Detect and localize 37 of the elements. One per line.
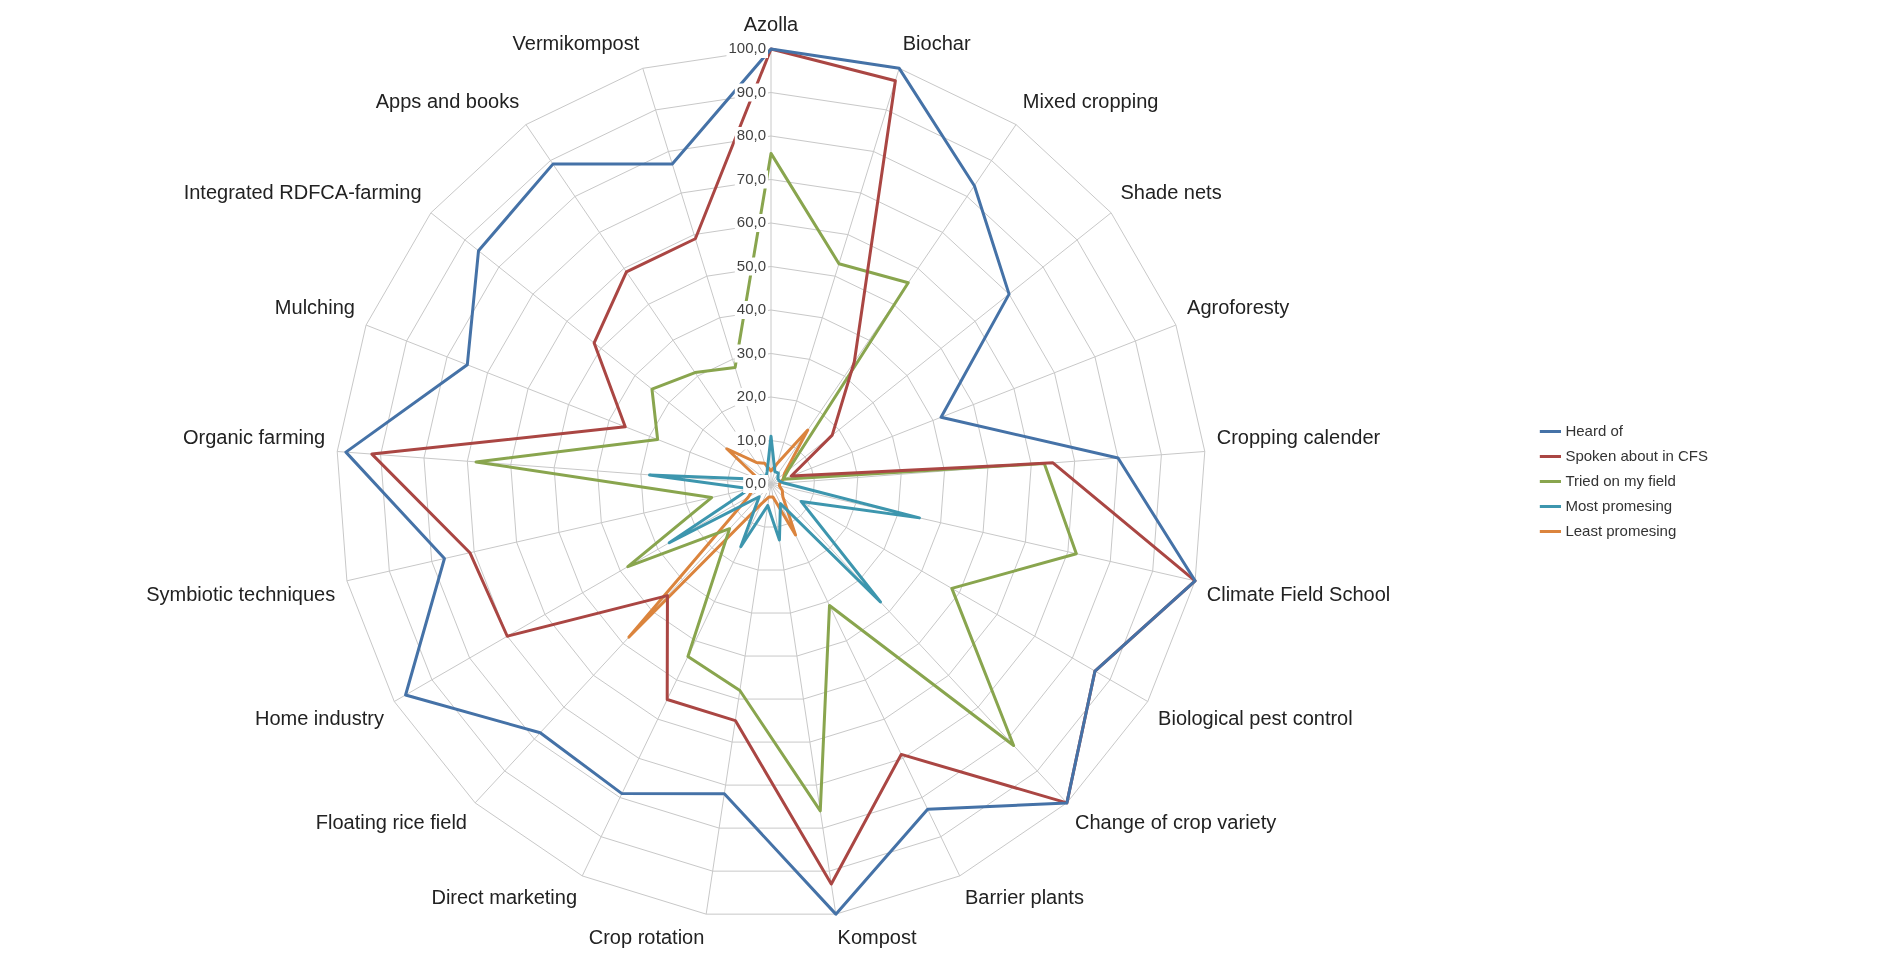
spoke-label: Biochar <box>902 32 971 55</box>
spoke-label: Symbiotic techniques <box>146 582 336 605</box>
spoke-label: Kompost <box>837 925 917 948</box>
spoke-label: Climate Field School <box>1206 582 1391 605</box>
y-tick-label: 50,0 <box>736 256 766 274</box>
spoke-label: Home industry <box>254 707 384 730</box>
spoke-label: Agroforesty <box>1187 296 1290 319</box>
legend-label: Least promesing <box>1565 521 1677 539</box>
legend-label: Heard of <box>1565 421 1624 439</box>
spoke-label: Vermikompost <box>512 32 640 55</box>
y-tick-label: 40,0 <box>736 300 766 318</box>
spoke-label: Direct marketing <box>431 886 578 909</box>
spoke-label: Change of crop variety <box>1075 811 1277 834</box>
spoke-label: Azolla <box>743 12 800 35</box>
spoke-label: Cropping calender <box>1216 426 1381 449</box>
y-tick-label: 90,0 <box>736 82 766 100</box>
y-tick-label: 70,0 <box>736 169 766 187</box>
spoke-label: Barrier plants <box>964 886 1084 909</box>
y-tick-label: 100,0 <box>728 39 766 57</box>
y-tick-label: 20,0 <box>736 387 766 405</box>
legend-label: Most promesing <box>1565 496 1673 514</box>
legend-label: Spoken about in CFS <box>1565 446 1709 464</box>
spoke-label: Shade nets <box>1120 180 1222 203</box>
spoke-label: Mixed cropping <box>1022 90 1159 113</box>
spoke-label: Biological pest control <box>1158 707 1353 730</box>
spoke-label: Crop rotation <box>588 925 705 948</box>
y-tick-label: 10,0 <box>736 430 766 448</box>
y-tick-label: 80,0 <box>736 126 766 144</box>
spoke-label: Integrated RDFCA-farming <box>183 180 422 203</box>
spoke-label: Mulching <box>274 296 355 319</box>
y-tick-label: 0,0 <box>745 474 766 492</box>
y-tick-label: 60,0 <box>736 213 766 231</box>
spoke-label: Floating rice field <box>315 811 467 834</box>
legend-label: Tried on my field <box>1565 471 1676 489</box>
spoke-label: Organic farming <box>182 426 326 449</box>
y-tick-label: 30,0 <box>736 343 766 361</box>
spoke-label: Apps and books <box>375 90 520 113</box>
